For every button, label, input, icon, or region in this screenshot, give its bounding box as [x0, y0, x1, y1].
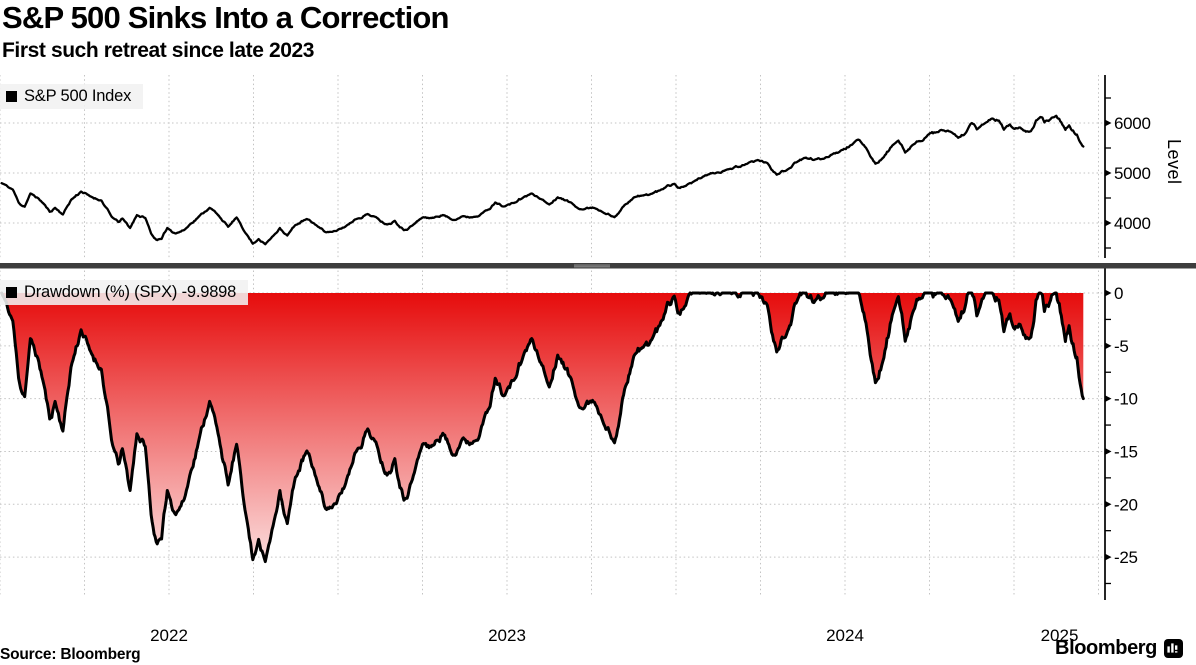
page-subtitle: First such retreat since late 2023 — [2, 39, 315, 62]
y-axis-major-tick — [1105, 289, 1112, 297]
y-axis-major-tick — [1105, 553, 1112, 561]
y-axis-major-tick — [1105, 342, 1112, 350]
legend-drawdown-label: Drawdown (%) (SPX) -9.9898 — [24, 283, 237, 301]
y-axis-major-tick — [1105, 500, 1112, 508]
sp500-level-line — [0, 114, 1085, 246]
y-axis-major-tick — [1105, 448, 1112, 455]
bloomberg-wordmark: Bloomberg — [1055, 637, 1157, 659]
y-axis-major-tick — [1105, 119, 1112, 127]
series-swatch-icon — [6, 287, 17, 298]
y-tick-label: 4000 — [1114, 214, 1151, 233]
legend-sp500-label: S&P 500 Index — [24, 87, 132, 105]
legend-drawdown: Drawdown (%) (SPX) -9.9898 — [0, 280, 249, 305]
y-tick-label: -10 — [1114, 390, 1138, 409]
y-tick-label: -20 — [1114, 495, 1138, 514]
y-axis-major-tick — [1105, 219, 1112, 227]
panel-separator — [0, 263, 1196, 269]
drawdown-line — [0, 291, 1085, 564]
series-swatch-icon — [6, 91, 17, 102]
y-axis-major-tick — [1105, 169, 1112, 177]
x-tick-label: 2023 — [488, 626, 526, 645]
x-tick-label: 2022 — [150, 626, 188, 645]
source-credit: Source: Bloomberg — [0, 646, 141, 663]
separator-drag-handle — [574, 266, 610, 268]
legend-sp500-index: S&P 500 Index — [0, 84, 144, 109]
separator-drag-handle — [574, 264, 610, 266]
drawdown-area — [1, 293, 1084, 562]
y-tick-label: -5 — [1114, 337, 1129, 356]
bloomberg-terminal-icon — [1164, 639, 1183, 658]
y-tick-label: -15 — [1114, 442, 1138, 461]
bloomberg-logo: Bloomberg — [1055, 637, 1183, 660]
x-tick-label: 2024 — [826, 626, 864, 645]
y-tick-label: -25 — [1114, 548, 1138, 567]
page-title: S&P 500 Sinks Into a Correction — [2, 0, 449, 35]
y-tick-label: 6000 — [1114, 114, 1151, 133]
y-axis-title: Level — [1164, 139, 1184, 185]
x-tick-label: 2025 — [1041, 626, 1079, 645]
y-tick-label: 0 — [1114, 284, 1123, 303]
y-axis-major-tick — [1105, 395, 1112, 403]
y-tick-label: 5000 — [1114, 164, 1151, 183]
